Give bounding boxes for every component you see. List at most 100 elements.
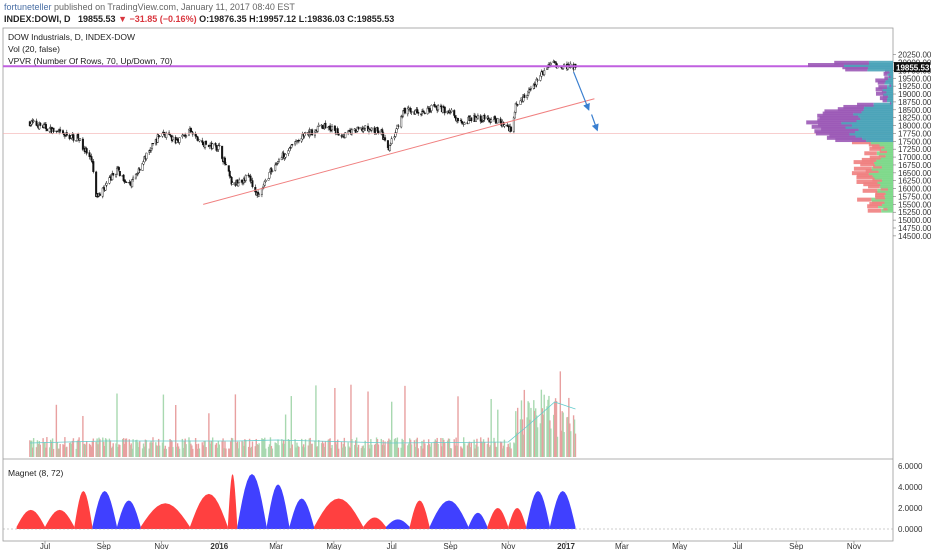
vpvr-down-bar — [875, 78, 886, 83]
volume-bar — [289, 448, 292, 457]
volume-bar — [360, 448, 363, 457]
candle-body — [410, 111, 413, 113]
candle-body — [131, 179, 134, 188]
candle-body — [382, 132, 385, 140]
price-tick-label: 16250.00 — [898, 177, 932, 186]
volume-bar — [462, 437, 465, 457]
volume-bar — [387, 440, 389, 457]
volume-bar — [65, 447, 67, 457]
candle-body — [151, 143, 154, 149]
volume-bar — [391, 401, 393, 457]
volume-bar — [476, 438, 478, 457]
volume-bar — [216, 447, 219, 457]
candle-body — [105, 183, 108, 186]
candle-body — [460, 120, 463, 124]
volume-bar — [324, 441, 327, 457]
volume-bar — [217, 440, 220, 457]
volume-bar — [250, 446, 253, 457]
vpvr-up-bar — [868, 60, 893, 65]
volume-bar — [493, 437, 495, 457]
volume-bar — [103, 441, 105, 457]
volume-bar — [224, 441, 226, 457]
price-tick-label: 14750.00 — [898, 224, 932, 233]
vpvr-up-bar — [868, 65, 893, 70]
candle-body — [453, 110, 456, 116]
volume-bar — [57, 448, 59, 457]
vpvr-up-bar — [845, 124, 893, 129]
vpvr-down-bar — [875, 193, 885, 198]
candle-body — [430, 104, 433, 111]
candle-body — [428, 108, 431, 113]
publish-text: published on TradingView.com, January 11… — [54, 2, 295, 12]
volume-bar — [435, 440, 437, 457]
volume-bar — [523, 389, 526, 457]
volume-bar — [51, 438, 54, 457]
high-value: H:19957.12 — [249, 14, 297, 24]
volume-bar — [413, 440, 416, 457]
candle-body — [231, 182, 234, 185]
volume-bar — [221, 440, 223, 457]
volume-bar — [420, 446, 422, 457]
volume-bar — [486, 444, 489, 457]
volume-bar — [361, 446, 364, 457]
candle-body — [344, 132, 347, 138]
price-tick-label: 19250.00 — [898, 82, 932, 91]
vpvr-up-bar — [880, 182, 893, 187]
volume-bar — [369, 448, 371, 457]
volume-bar — [116, 393, 118, 457]
candle-body — [289, 147, 292, 149]
volume-bar — [169, 438, 171, 457]
volume-bar — [183, 441, 185, 457]
volume-bar — [52, 448, 55, 457]
price-tick-label: 15500.00 — [898, 200, 932, 209]
vpvr-up-bar — [874, 175, 893, 180]
volume-bar — [533, 400, 535, 457]
volume-bar — [165, 448, 167, 457]
candle-body — [340, 135, 343, 137]
volume-bar — [79, 441, 81, 457]
volume-bar — [209, 440, 211, 457]
volume-bar — [104, 438, 107, 457]
volume-bar — [336, 444, 338, 457]
volume-bar — [496, 447, 498, 457]
volume-bar — [248, 438, 251, 457]
volume-bar — [562, 412, 564, 457]
volume-bar — [39, 444, 41, 457]
volume-bar — [540, 389, 543, 457]
candle-body — [512, 117, 515, 132]
volume-bar — [489, 445, 491, 457]
vpvr-down-bar — [853, 160, 874, 165]
candle-body — [470, 117, 473, 122]
volume-bar — [191, 445, 193, 457]
volume-bar — [499, 441, 502, 457]
author-link[interactable]: fortuneteller — [4, 2, 52, 12]
candle-body — [414, 110, 417, 115]
vpvr-up-bar — [885, 153, 893, 158]
volume-bar — [69, 442, 72, 457]
volume-bar — [270, 445, 273, 457]
vpvr-up-bar — [877, 188, 893, 193]
volume-bar — [236, 441, 238, 457]
volume-bar — [555, 401, 558, 457]
vpvr-down-bar — [872, 199, 885, 204]
volume-bar — [119, 444, 121, 457]
volume-bar — [130, 443, 132, 457]
volume-bar — [483, 441, 486, 457]
volume-bar — [99, 439, 101, 457]
volume-bar — [519, 419, 522, 457]
volume-bar — [316, 446, 318, 457]
candle-body — [422, 111, 425, 113]
candle-body — [350, 129, 353, 135]
candle-body — [151, 143, 154, 145]
volume-bar — [31, 440, 33, 457]
volume-bar — [302, 444, 305, 457]
vpvr-down-bar — [821, 127, 859, 132]
candle-body — [386, 140, 389, 148]
candle-body — [324, 122, 327, 129]
volume-bar — [118, 444, 120, 457]
magnet-segment — [487, 508, 509, 529]
volume-bar — [297, 445, 299, 457]
candle-body — [291, 144, 294, 146]
candle-body — [101, 187, 104, 197]
